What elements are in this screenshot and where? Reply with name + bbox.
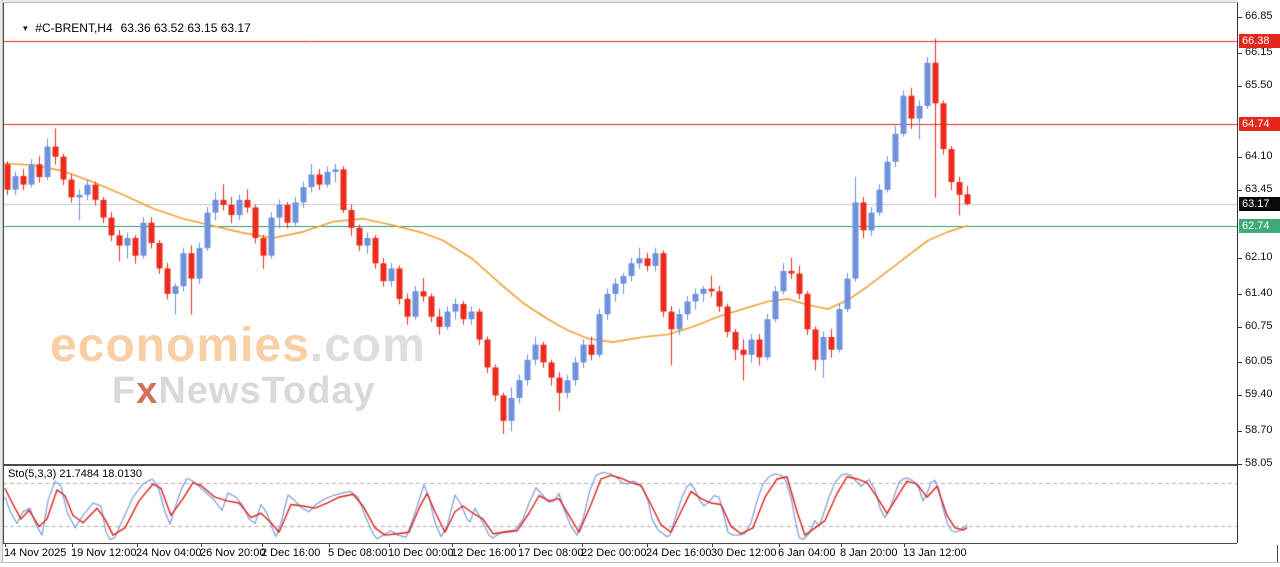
- time-tick-mark: [712, 544, 713, 547]
- date-label: 10 Dec 00:00: [388, 547, 454, 559]
- date-label: 13 Jan 12:00: [903, 547, 967, 559]
- support-price-badge: 62.74: [1239, 219, 1280, 233]
- price-chart-canvas[interactable]: [3, 3, 1237, 465]
- price-axis[interactable]: 66.85 66.15 65.50 64.10 63.45 62.10 61.40 60.75…: [1238, 0, 1280, 545]
- date-label: 8 Jan 20:00: [840, 547, 898, 559]
- price-tick-mark: [1238, 362, 1242, 363]
- price-tick-label: 63.45: [1245, 183, 1273, 195]
- date-label: 17 Dec 08:00: [518, 547, 584, 559]
- time-tick-mark: [841, 544, 842, 547]
- time-tick-mark: [262, 544, 263, 547]
- time-tick-mark: [137, 544, 138, 547]
- date-label: 6 Jan 04:00: [778, 547, 836, 559]
- price-tick-mark: [1238, 190, 1242, 191]
- window-frame-left: [0, 0, 3, 567]
- price-tick-label: 60.05: [1245, 355, 1273, 367]
- date-label: 26 Nov 20:00: [200, 547, 266, 559]
- price-tick-label: 58.05: [1245, 457, 1273, 469]
- date-label: 24 Dec 16:00: [646, 547, 712, 559]
- time-tick-mark: [647, 544, 648, 547]
- chart-header: ▼ #C-BRENT,H4 63.36 63.52 63.15 63.17: [8, 7, 251, 49]
- current-price-badge: 63.17: [1239, 197, 1280, 211]
- date-label: 22 Dec 00:00: [581, 547, 647, 559]
- watermark: economies.com FxNewsToday: [50, 319, 426, 412]
- time-tick-mark: [72, 544, 73, 547]
- date-label: 2 Dec 16:00: [261, 547, 321, 559]
- time-tick-mark: [779, 544, 780, 547]
- price-tick-label: 66.85: [1245, 10, 1273, 22]
- date-label: 24 Nov 04:00: [136, 547, 202, 559]
- time-tick-mark: [201, 544, 202, 547]
- stochastic-indicator-label: Sto(5,3,3) 21.7484 18.0130: [8, 468, 142, 480]
- price-tick-label: 64.10: [1245, 150, 1273, 162]
- time-tick-mark: [519, 544, 520, 547]
- chart-ohlc-values: 63.36 63.52 63.15 63.17: [120, 21, 251, 35]
- stochastic-chart-canvas[interactable]: [3, 466, 1237, 543]
- date-label: 5 Dec 08:00: [328, 547, 388, 559]
- price-tick-mark: [1238, 294, 1242, 295]
- price-tick-label: 66.15: [1245, 46, 1273, 58]
- date-label: 14 Nov 2025: [4, 547, 67, 559]
- time-tick-mark: [904, 544, 905, 547]
- time-tick-mark: [5, 544, 6, 547]
- time-axis[interactable]: 14 Nov 2025 19 Nov 12:00 24 Nov 04:00 26 No…: [3, 544, 1237, 562]
- price-tick-label: 59.40: [1245, 388, 1273, 400]
- sto-panel-bottom-border: [3, 543, 1237, 544]
- panel-resize-separator[interactable]: [3, 464, 1237, 466]
- window-frame-bottom: [0, 562, 1280, 567]
- price-tick-label: 61.40: [1245, 287, 1273, 299]
- price-tick-mark: [1238, 258, 1242, 259]
- price-tick-mark: [1238, 395, 1242, 396]
- date-label: 12 Dec 16:00: [451, 547, 517, 559]
- price-tick-label: 58.70: [1245, 424, 1273, 436]
- price-tick-mark: [1238, 157, 1242, 158]
- price-tick-mark: [1238, 17, 1242, 18]
- price-tick-mark: [1238, 431, 1242, 432]
- time-tick-mark: [329, 544, 330, 547]
- time-tick-mark: [389, 544, 390, 547]
- resistance-price-badge: 64.74: [1239, 117, 1280, 131]
- time-tick-mark: [582, 544, 583, 547]
- watermark-line1: economies.com: [50, 319, 426, 372]
- date-label: 19 Nov 12:00: [71, 547, 137, 559]
- price-tick-label: 62.10: [1245, 251, 1273, 263]
- chart-left-border: [3, 3, 4, 543]
- time-tick-mark: [452, 544, 453, 547]
- watermark-line2: FxNewsToday: [112, 370, 376, 412]
- price-tick-mark: [1238, 53, 1242, 54]
- chart-symbol-dropdown-icon[interactable]: ▼: [21, 24, 30, 33]
- resistance-price-badge: 66.38: [1239, 34, 1280, 48]
- price-tick-mark: [1238, 464, 1242, 465]
- window-frame-top: [0, 0, 1280, 3]
- price-tick-mark: [1238, 86, 1242, 87]
- date-label: 30 Dec 12:00: [711, 547, 777, 559]
- price-tick-mark: [1238, 327, 1242, 328]
- price-axis-border: [1237, 3, 1238, 543]
- price-tick-label: 65.50: [1245, 79, 1273, 91]
- chart-symbol-title: #C-BRENT,H4: [35, 21, 113, 35]
- price-tick-label: 60.75: [1245, 320, 1273, 332]
